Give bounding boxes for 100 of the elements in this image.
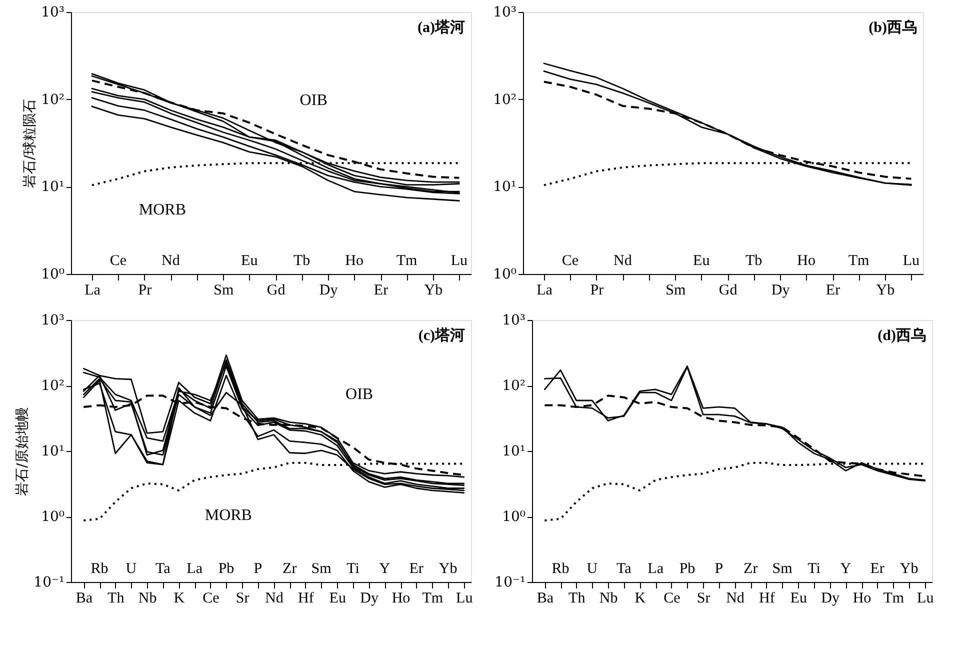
x-tick-label: Zr (744, 561, 758, 577)
x-tick-label: Ba (76, 590, 93, 606)
x-tick-label: Sr (236, 590, 250, 606)
annotation: OIB (300, 92, 328, 110)
y-tick-label: 10² (502, 378, 526, 394)
y-tick-label: 10³ (41, 312, 64, 328)
x-tick-label: Ti (346, 561, 360, 577)
x-tick-label: U (586, 561, 598, 577)
x-tick-label: Ta (155, 561, 171, 577)
x-tick-label: Hf (298, 590, 314, 606)
x-tick-label: Nd (265, 590, 284, 606)
x-tick-label: Dy (771, 282, 790, 298)
x-tick-label: Hf (759, 590, 775, 606)
x-tick-label: Y (379, 561, 390, 577)
x-tick-label: Dy (360, 590, 379, 606)
x-tick-label: Pb (679, 561, 696, 577)
y-tick-label: 10¹ (41, 444, 64, 460)
x-tick-label: Sm (214, 282, 234, 298)
x-tick-label: Tm (848, 253, 870, 269)
x-tick-label: Th (568, 590, 586, 606)
x-tick-label: Pr (138, 282, 152, 298)
x-tick-label: Er (826, 282, 840, 298)
x-tick-label: Nd (162, 253, 180, 269)
x-tick-label: Ce (664, 590, 681, 606)
x-tick-label: Lu (456, 590, 474, 606)
x-tick-label: Ce (562, 253, 579, 269)
x-tick-label: Y (840, 561, 852, 577)
text: (c)塔河 (418, 327, 465, 344)
x-tick-label: Rb (552, 561, 570, 577)
x-tick-label: Yb (438, 561, 458, 577)
x-tick-label: Pb (218, 561, 234, 577)
x-tick-label: K (174, 590, 185, 606)
x-tick-label: U (126, 561, 137, 577)
x-tick-label: Eu (790, 590, 808, 606)
x-tick-label: Tm (422, 590, 444, 606)
x-tick-label: Er (870, 561, 884, 577)
x-tick-label: Ho (392, 590, 410, 606)
x-tick-label: Ba (536, 590, 554, 606)
y-tick-label: 10³ (41, 4, 64, 20)
x-tick-label: La (186, 561, 203, 577)
x-tick-label: Nd (614, 253, 632, 269)
x-tick-label: Ho (345, 253, 364, 269)
y-axis-title: 岩石/原始地幔 (14, 407, 31, 496)
y-tick-label: 10² (41, 378, 64, 394)
x-tick-label: Sr (696, 590, 710, 606)
x-tick-label: Yb (424, 282, 443, 298)
x-tick-label: Tb (293, 253, 310, 269)
y-tick-label: 10¹ (502, 444, 526, 460)
y-tick-label: 10² (493, 92, 516, 108)
x-tick-label: Rb (90, 561, 108, 577)
y-axis-title: 岩石/球粒陨石 (22, 99, 38, 188)
x-tick-label: Lu (450, 253, 468, 269)
x-tick-label: K (634, 590, 646, 606)
x-tick-label: Pr (590, 282, 604, 298)
y-tick-label: 10¹ (41, 179, 64, 196)
x-tick-label: Tb (745, 253, 762, 269)
y-tick-label: 10⁰ (41, 266, 65, 282)
text: (a)塔河 (418, 19, 465, 36)
x-tick-label: Gd (266, 282, 286, 298)
y-tick-label: 10⁰ (41, 509, 65, 525)
x-tick-label: Gd (718, 282, 738, 298)
x-tick-label: La (648, 561, 664, 577)
annotation: OIB (346, 386, 374, 403)
y-tick-label: 10⁰ (502, 509, 526, 525)
x-tick-label: Ho (797, 253, 816, 269)
x-tick-label: Nb (138, 590, 157, 606)
text: (d)西乌 (878, 327, 926, 344)
y-tick-label: 10⁻¹ (34, 574, 64, 590)
x-tick-label: Th (108, 590, 125, 606)
annotation: MORB (138, 201, 186, 218)
y-tick-label: 10⁰ (493, 266, 517, 282)
x-tick-label: Dy (319, 282, 338, 298)
y-tick-label: 10³ (502, 312, 526, 328)
text: (b)西乌 (868, 19, 917, 36)
annotation: MORB (204, 507, 252, 524)
x-tick-label: P (254, 561, 262, 577)
x-tick-label: Yb (876, 282, 895, 298)
x-tick-label: Lu (902, 253, 920, 269)
x-tick-label: La (536, 282, 553, 298)
x-tick-label: Zr (282, 561, 297, 577)
x-tick-label: Tm (883, 590, 904, 606)
y-tick-label: 10⁻¹ (494, 574, 526, 590)
x-tick-label: Er (374, 282, 388, 298)
x-tick-label: Eu (329, 590, 346, 606)
x-tick-label: Tm (396, 253, 418, 269)
x-tick-label: Er (409, 561, 424, 577)
x-tick-label: Sm (666, 282, 686, 298)
x-tick-label: Sm (772, 561, 793, 577)
y-tick-label: 10² (41, 92, 64, 108)
x-tick-label: Ce (110, 253, 127, 269)
x-tick-label: Sm (311, 561, 332, 577)
x-tick-label: Yb (900, 561, 918, 577)
x-tick-label: Ti (808, 561, 820, 577)
x-tick-label: Dy (821, 590, 840, 606)
x-tick-label: Nd (726, 590, 745, 606)
x-tick-label: La (84, 282, 101, 298)
x-tick-label: Ce (202, 590, 220, 606)
x-tick-label: Ta (616, 561, 632, 577)
x-tick-label: Nb (599, 590, 618, 606)
x-tick-label: Lu (917, 590, 934, 606)
